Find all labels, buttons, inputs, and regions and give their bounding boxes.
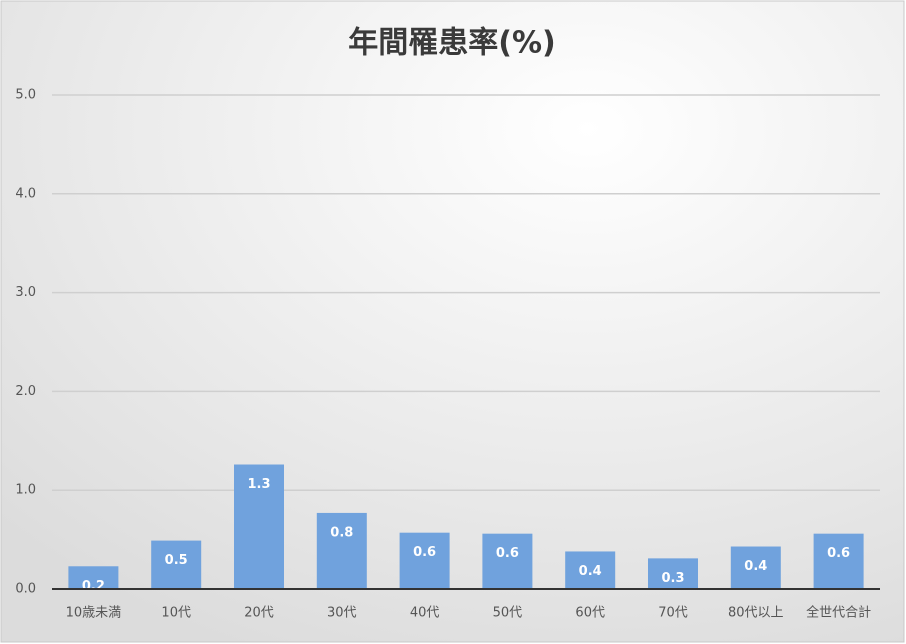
y-tick-label: 0.0 [15, 582, 36, 597]
value-label: 0.4 [744, 559, 767, 574]
value-label: 0.6 [496, 546, 519, 561]
value-label: 0.3 [661, 571, 684, 586]
bar [482, 533, 533, 589]
bar [648, 558, 698, 589]
bar [565, 551, 616, 589]
y-tick-label: 5.0 [15, 88, 36, 103]
value-label: 0.5 [165, 553, 188, 568]
value-label: 0.6 [413, 545, 436, 560]
x-tick-label: 30代 [327, 606, 357, 621]
x-tick-label: 40代 [410, 606, 440, 621]
bar [68, 566, 119, 589]
x-tick-label: 全世代合計 [806, 605, 871, 621]
bar [151, 540, 202, 589]
bar [316, 512, 367, 589]
bar [813, 533, 864, 589]
x-tick-label: 10歳未満 [66, 606, 122, 621]
chart-title: 年間罹患率(%) [348, 26, 555, 61]
y-tick-label: 4.0 [15, 186, 36, 201]
y-tick-label: 1.0 [15, 483, 36, 498]
value-label: 1.3 [247, 477, 270, 492]
x-tick-label: 50代 [493, 606, 523, 621]
y-tick-label: 2.0 [15, 384, 36, 399]
value-label: 0.8 [330, 525, 353, 540]
value-label: 0.6 [827, 546, 850, 561]
value-label: 0.2 [82, 579, 105, 594]
x-tick-label: 80代以上 [728, 606, 784, 621]
value-label: 0.4 [579, 564, 602, 579]
bar [234, 464, 284, 589]
x-tick-label: 10代 [161, 606, 191, 621]
x-tick-label: 20代 [244, 606, 274, 621]
x-tick-label: 70代 [658, 606, 688, 621]
x-tick-label: 60代 [575, 606, 605, 621]
bar [399, 532, 450, 589]
bar [730, 546, 781, 589]
y-tick-label: 3.0 [15, 285, 36, 300]
